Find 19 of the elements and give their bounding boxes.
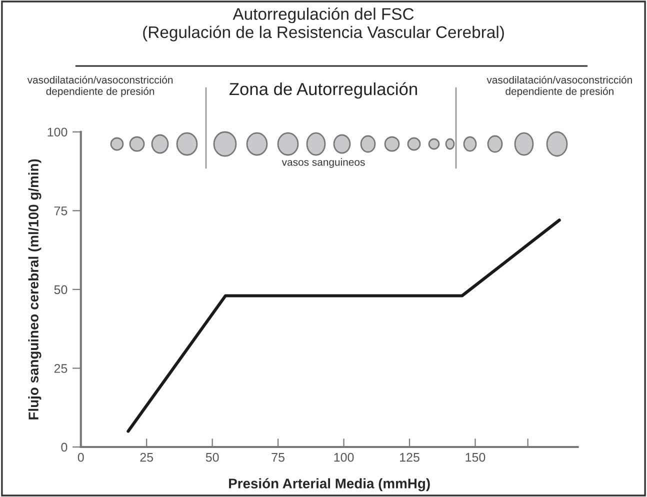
annotation: vasos sanguineos [282,158,365,168]
x-tick-label: 125 [400,452,420,462]
x-tick-label: 50 [206,452,219,462]
text: vasodilatación/vasoconstricción dependiente de presión [486,76,632,98]
x-tick-label: 0 [78,452,84,462]
y-axis-title: Flujo sanguineo cerebral (ml/100 g/min) [28,159,42,420]
x-axis-title: Presión Arterial Media (mmHg) [229,478,430,492]
x-tick-label: 150 [466,452,486,462]
text: vasodilatación/vasoconstricción dependiente de presión [27,76,173,98]
x-tick-label: 75 [272,453,284,462]
x-tick-label: 25 [140,452,154,462]
y-tick-label: 75 [54,206,68,216]
x-tick-label: 100 [334,452,354,462]
y-tick-label: 100 [48,128,68,137]
y-tick-label: 0 [61,442,68,452]
chart-title: Autorregulación del FSC (Regulación de la Resistencia Vascular Cerebral) [143,7,504,42]
y-tick-label: 50 [54,285,68,294]
y-tick-label: 25 [54,364,68,373]
text: Zona de Autorregulación [229,82,417,99]
